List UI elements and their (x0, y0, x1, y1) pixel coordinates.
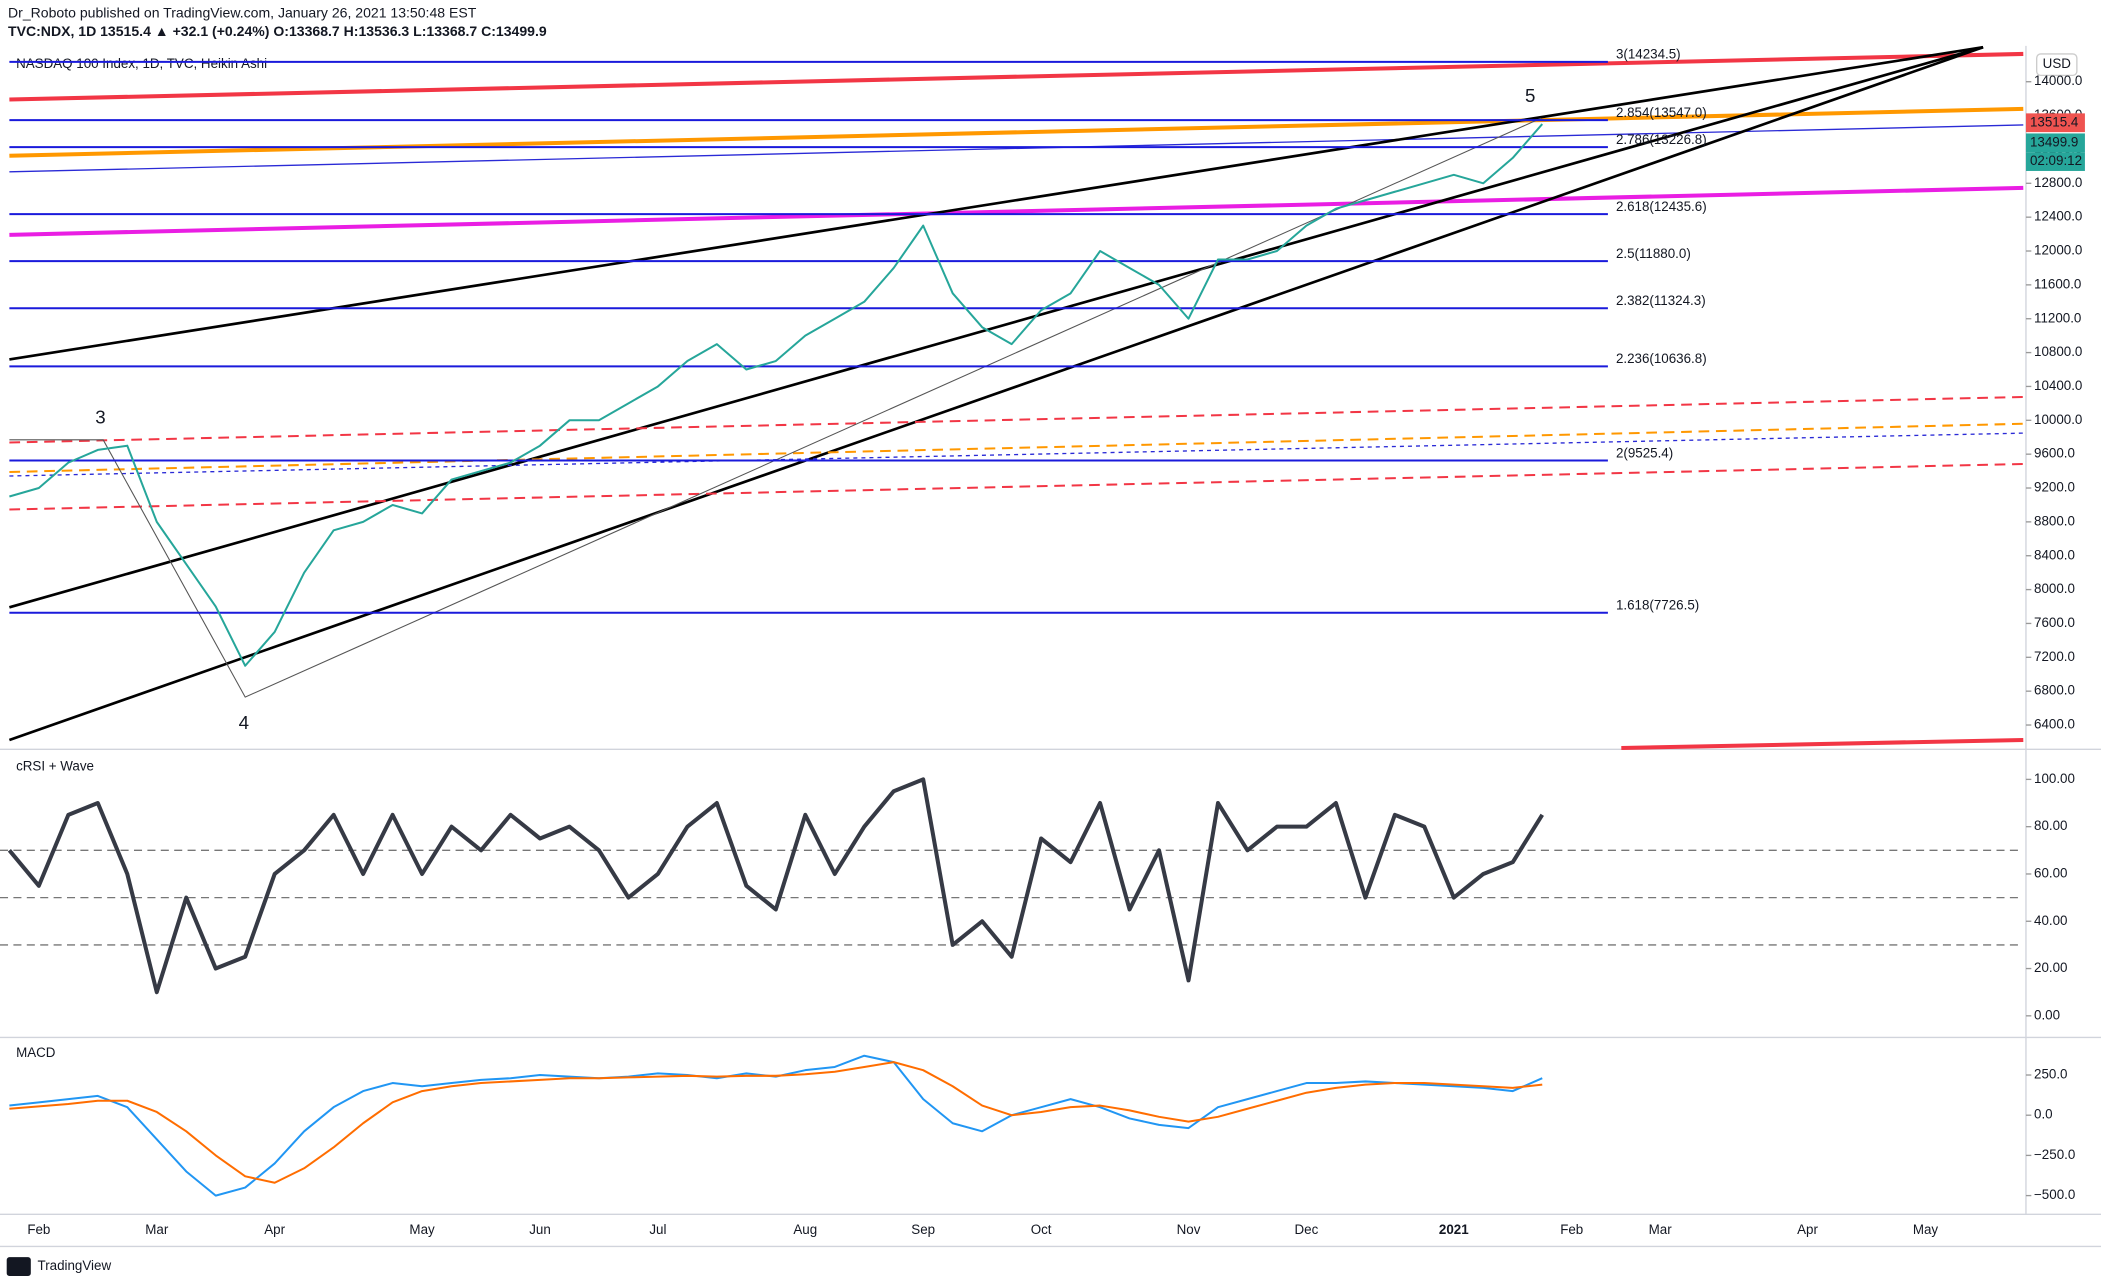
wave-label: 5 (1525, 85, 1535, 106)
y-tick-label: 7600.0 (2034, 615, 2075, 630)
trend-line (1621, 737, 2024, 751)
y-tick-label: 12400.0 (2034, 209, 2082, 224)
y-tick-label: 8800.0 (2034, 513, 2075, 528)
y-tick-label: 100.00 (2034, 771, 2075, 786)
trend-line (9, 462, 2024, 511)
y-tick-label: −500.0 (2034, 1187, 2075, 1202)
wave-path (9, 117, 1542, 698)
fib-label: 2.236(10636.8) (1616, 351, 1707, 366)
x-tick-label: Jul (649, 1222, 666, 1237)
fib-label: 2(9525.4) (1616, 445, 1673, 460)
fib-label: 2.382(11324.3) (1616, 293, 1706, 308)
trend-line (9, 395, 2024, 444)
x-tick-label: Jun (529, 1222, 551, 1237)
y-tick-label: 0.0 (2034, 1107, 2053, 1122)
price-tag (2025, 133, 2085, 153)
y-tick-label: 12000.0 (2034, 243, 2082, 258)
pane-title: MACD (16, 1045, 56, 1060)
y-tick-label: 10800.0 (2034, 344, 2082, 359)
price-tag-label: 13515.4 (2030, 114, 2079, 129)
y-tick-label: −250.0 (2034, 1147, 2075, 1162)
pane-title: NASDAQ 100 Index, 1D, TVC, Heikin Ashi (16, 56, 267, 71)
x-tick-label: Feb (27, 1222, 50, 1237)
price-tag-label: 13499.9 (2030, 134, 2078, 149)
x-tick-label: May (409, 1222, 435, 1237)
y-tick-label: 12800.0 (2034, 175, 2082, 190)
x-tick-label: Dec (1295, 1222, 1319, 1237)
fib-label: 2.5(11880.0) (1616, 246, 1691, 261)
logo (6, 1257, 31, 1276)
y-tick-label: 11200.0 (2034, 310, 2081, 325)
fib-label: 3(14234.5) (1616, 47, 1681, 62)
series-line (9, 123, 1544, 667)
publisher: Dr_Roboto published on TradingView.com, … (8, 4, 477, 20)
trend-line (9, 124, 2024, 173)
x-tick-label: Mar (1649, 1222, 1673, 1237)
fib-label: 1.618(7726.5) (1616, 598, 1699, 613)
x-tick-label: Aug (793, 1222, 817, 1237)
y-tick-label: 7200.0 (2034, 649, 2075, 664)
symbol-line: TVC:NDX, 1D 13515.4 ▲ +32.1 (+0.24%) O:1… (8, 23, 547, 39)
y-tick-label: 10000.0 (2034, 412, 2082, 427)
y-tick-label: 250.0 (2034, 1067, 2067, 1082)
x-tick-label: Nov (1177, 1222, 1201, 1237)
wave-label: 3 (95, 406, 105, 427)
y-tick-label: 0.00 (2034, 1007, 2060, 1022)
trend-line (9, 185, 2024, 237)
y-tick-label: 14000.0 (2034, 73, 2082, 88)
footer: TradingView (38, 1258, 112, 1273)
y-tick-label: 6400.0 (2034, 717, 2075, 732)
y-tick-label: 6800.0 (2034, 683, 2075, 698)
y-tick-label: 9600.0 (2034, 446, 2075, 461)
x-tick-label: May (1913, 1222, 1939, 1237)
trend-line (9, 422, 2024, 473)
x-tick-label: Oct (1031, 1222, 1052, 1237)
y-tick-label: 8000.0 (2034, 581, 2075, 596)
fib-label: 2.618(12435.6) (1616, 199, 1707, 214)
trend-line (9, 51, 2024, 102)
fib-label: 2.854(13547.0) (1616, 105, 1707, 120)
x-tick-label: Apr (264, 1222, 285, 1237)
price-tag (2025, 113, 2085, 133)
trend-lines (8, 45, 2024, 751)
y-tick-label: 40.00 (2034, 913, 2067, 928)
currency-box (2036, 53, 2078, 77)
trend-line (9, 45, 1984, 609)
y-tick-label: 20.00 (2034, 960, 2067, 975)
y-tick-label: 80.00 (2034, 818, 2067, 833)
fib-label: 2.786(13226.8) (1616, 132, 1707, 147)
x-tick-label: Mar (145, 1222, 169, 1237)
x-tick-label: Feb (1560, 1222, 1583, 1237)
countdown-box (2025, 152, 2085, 171)
y-tick-label: 10400.0 (2034, 378, 2082, 393)
series-line (9, 1061, 1543, 1184)
x-tick-label: Apr (1797, 1222, 1818, 1237)
trend-line (9, 432, 2024, 477)
currency: USD (2043, 56, 2072, 71)
y-tick-label: 8400.0 (2034, 547, 2075, 562)
trend-line (8, 45, 1984, 742)
x-tick-label: 2021 (1439, 1222, 1469, 1237)
series-line (7, 777, 1544, 995)
y-tick-label: 9200.0 (2034, 480, 2075, 495)
y-tick-label: 60.00 (2034, 865, 2067, 880)
pane-title: cRSI + Wave (16, 758, 94, 773)
countdown: 02:09:12 (2030, 153, 2082, 168)
x-tick-label: Sep (911, 1222, 935, 1237)
y-tick-label: 11600.0 (2034, 276, 2081, 291)
wave-label: 4 (239, 712, 249, 733)
